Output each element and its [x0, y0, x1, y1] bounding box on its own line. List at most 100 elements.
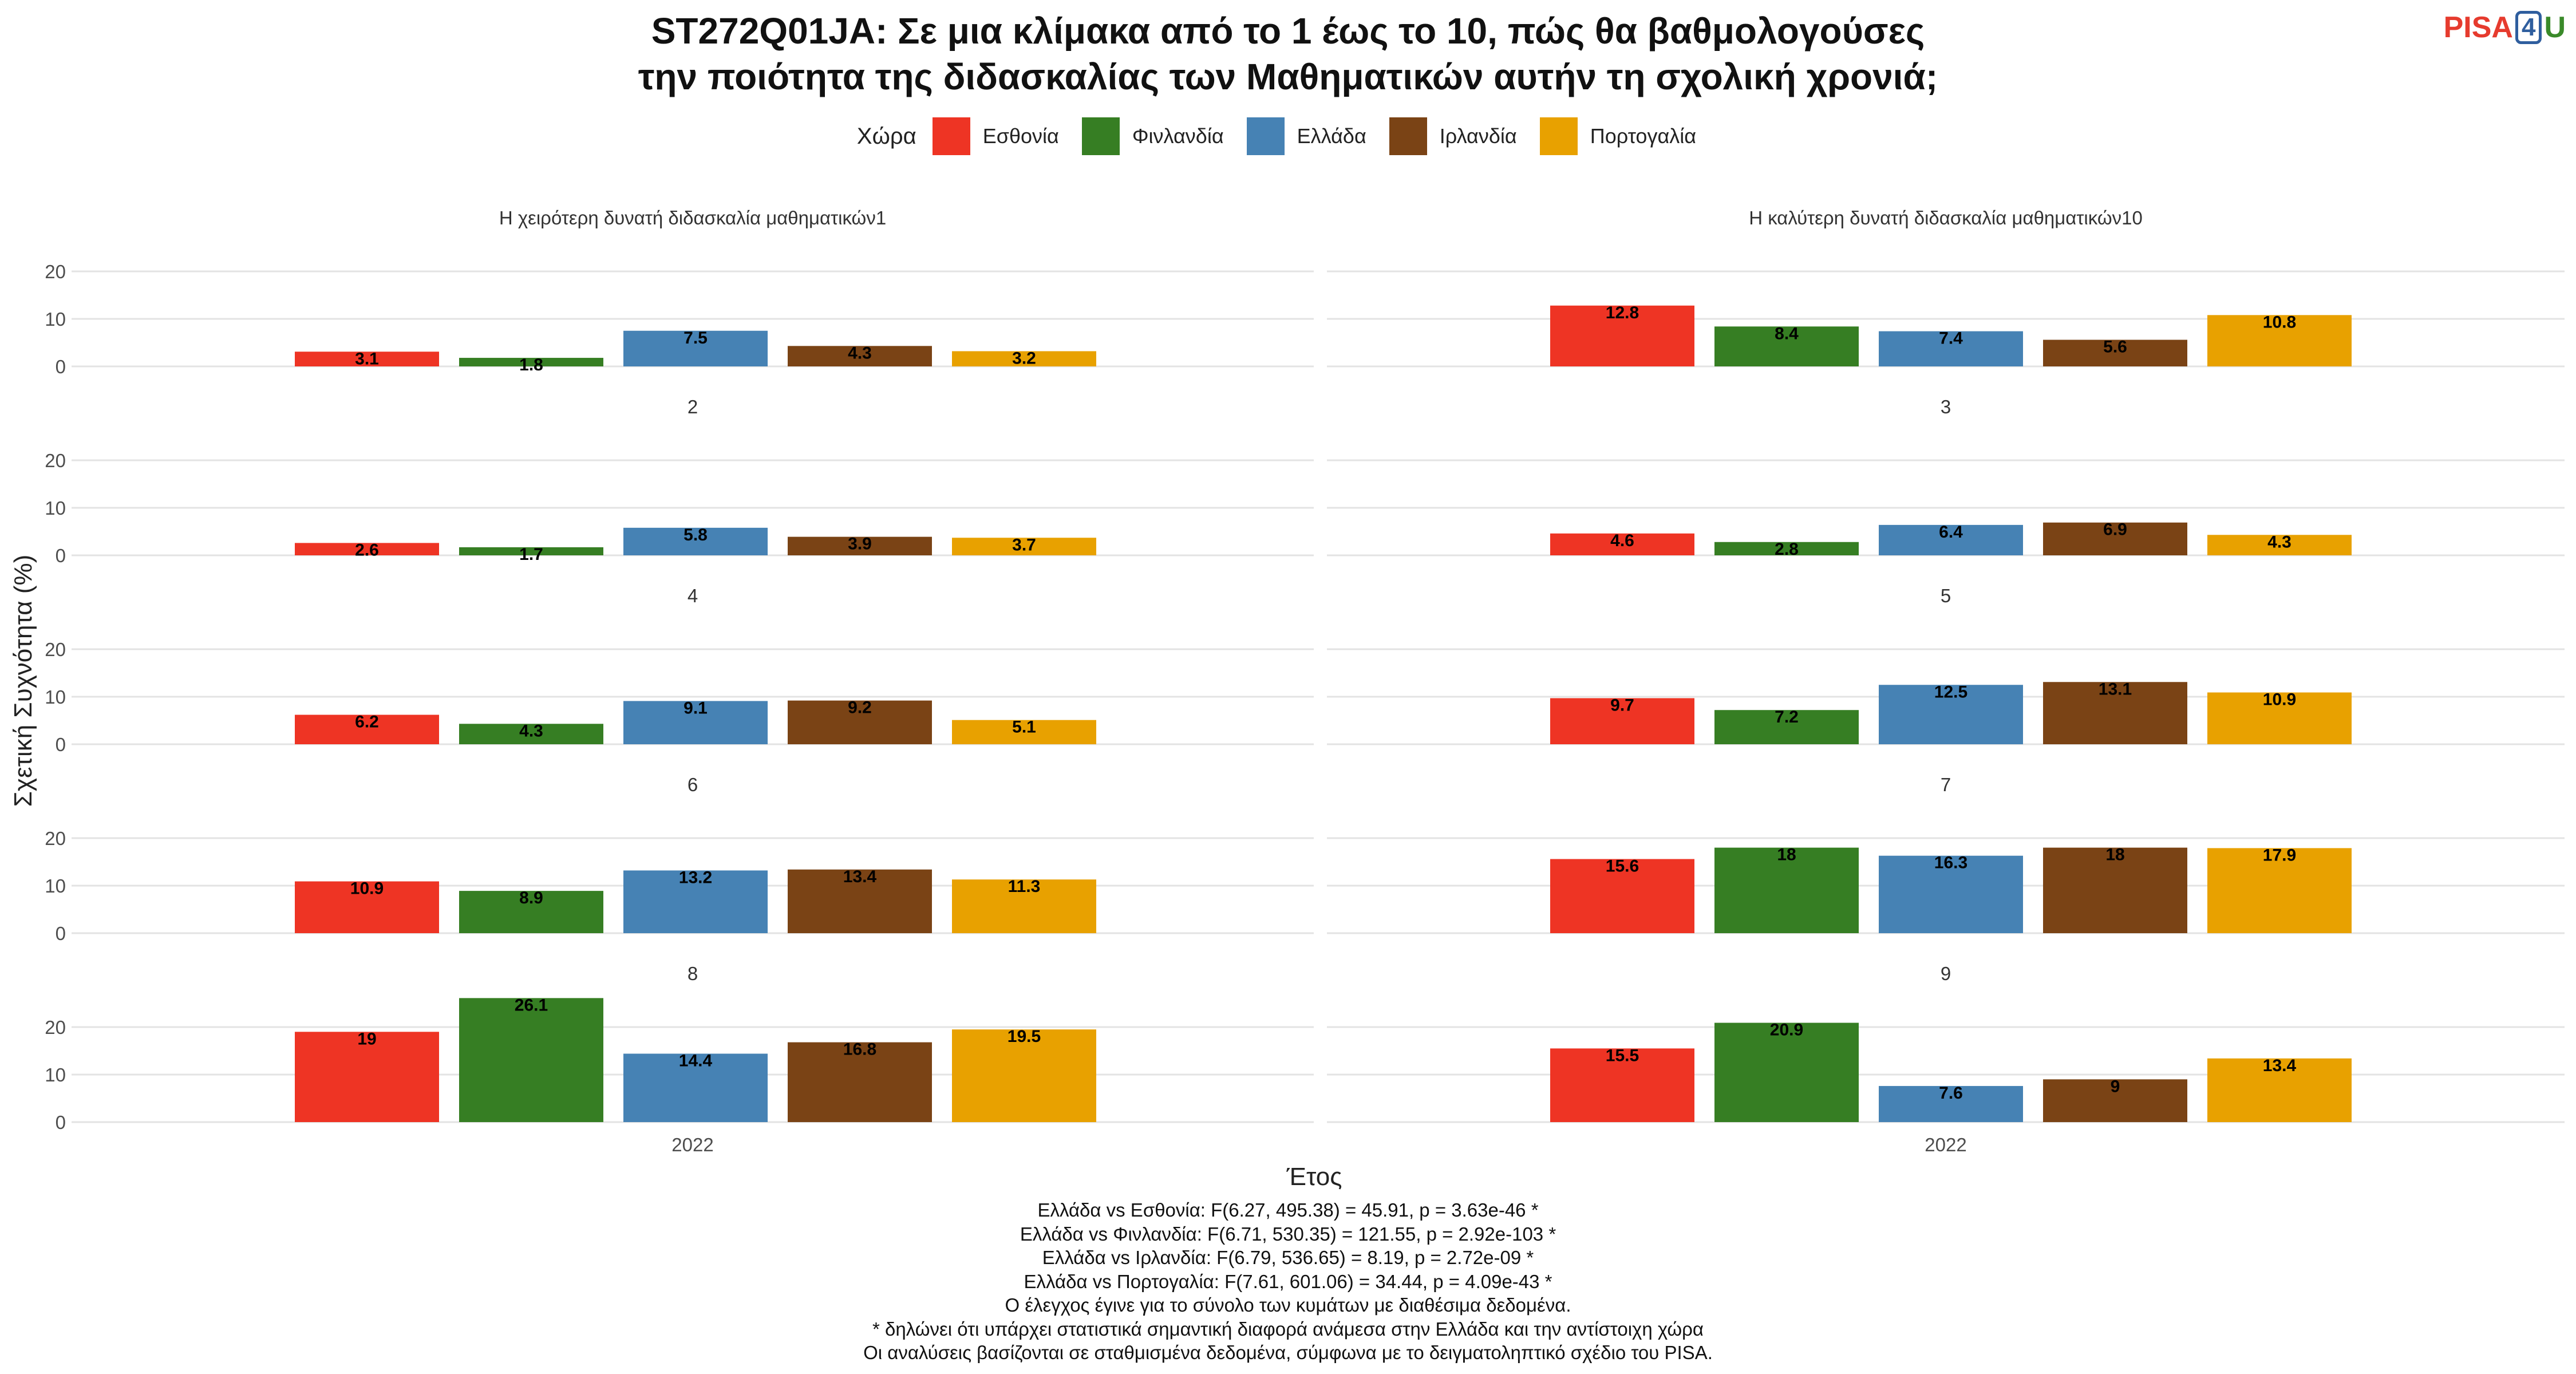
bar-value-label: 4.3 — [519, 721, 543, 740]
bar-portugal — [2207, 315, 2352, 366]
legend-label-ireland: Ιρλανδία — [1439, 124, 1517, 148]
bar-value-label: 10.8 — [2263, 313, 2296, 331]
bar-greece — [623, 527, 768, 555]
y-tick-label: 0 — [56, 734, 66, 755]
bar-portugal — [2207, 535, 2352, 555]
bar-finland — [459, 998, 603, 1122]
caption-line-1: Ελλάδα vs Εσθονία: F(6.27, 495.38) = 45.… — [1037, 1199, 1539, 1221]
bar-ireland — [788, 1042, 932, 1122]
legend-swatch-greece — [1246, 117, 1285, 155]
facet-panels: Η χειρότερη δυνατή διδασκαλία μαθηματικώ… — [45, 207, 2565, 1155]
title-line-2: την ποιότητα της διδασκαλίας των Μαθηματ… — [638, 56, 1938, 97]
bar-value-label: 15.5 — [1606, 1046, 1639, 1065]
facet-label: 4 — [688, 585, 698, 606]
bar-finland — [1714, 847, 1859, 933]
facet-label: 2 — [688, 396, 698, 417]
y-tick-label: 0 — [56, 545, 66, 566]
legend-title: Χώρα — [856, 123, 916, 149]
bar-greece — [623, 870, 768, 933]
legend-item-portugal: Πορτογαλία — [1539, 117, 1697, 155]
facet-label: 8 — [688, 963, 698, 984]
bar-value-label: 4.3 — [848, 344, 872, 362]
bar-value-label: 5.6 — [2103, 338, 2127, 357]
bar-estonia — [295, 881, 439, 933]
bar-portugal — [952, 720, 1096, 744]
y-tick-label: 20 — [45, 828, 66, 849]
bar-estonia — [295, 714, 439, 744]
facet-panel-4: 3 4.6 2.8 6.4 6.9 4.3 — [1327, 396, 2565, 559]
bar-greece — [623, 330, 768, 366]
caption-line-6: * δηλώνει ότι υπάρχει στατιστικά σημαντι… — [872, 1318, 1704, 1340]
bar-value-label: 8.4 — [1775, 324, 1799, 343]
facet-label: Η χειρότερη δυνατή διδασκαλία μαθηματικώ… — [499, 207, 886, 228]
facet-panel-8: 7 15.6 18 16.3 18 17.9 — [1327, 774, 2565, 934]
bar-value-label: 26.1 — [515, 996, 548, 1014]
legend-swatch-finland — [1081, 117, 1120, 155]
y-tick-label: 0 — [56, 923, 66, 944]
bar-value-label: 13.4 — [2263, 1056, 2297, 1075]
logo-text-u: U — [2544, 11, 2566, 44]
bar-portugal — [2207, 692, 2352, 744]
bar-value-label: 7.5 — [683, 329, 708, 348]
facet-label: Η καλύτερη δυνατή διδασκαλία μαθηματικών… — [1749, 207, 2143, 228]
bar-value-label: 16.8 — [843, 1040, 876, 1059]
bar-estonia — [1550, 533, 1694, 555]
bar-ireland — [2043, 1079, 2187, 1122]
title-line-1: ST272Q01JA: Σε μια κλίμακα από το 1 έως … — [651, 10, 1925, 52]
bar-greece — [623, 1053, 768, 1122]
bar-value-label: 19 — [357, 1029, 376, 1048]
x-axis-title: Έτος — [1286, 1163, 1342, 1191]
y-tick-label: 20 — [45, 1017, 66, 1038]
bar-value-label: 17.9 — [2263, 846, 2296, 864]
caption-line-7: Οι αναλύσεις βασίζονται σε σταθμισμένα δ… — [863, 1342, 1713, 1363]
caption-line-4: Ελλάδα vs Πορτογαλία: F(7.61, 601.06) = … — [1024, 1270, 1552, 1292]
bar-value-label: 12.5 — [1934, 682, 1967, 701]
facet-panel-1: Η χειρότερη δυνατή διδασκαλία μαθηματικώ… — [45, 207, 1314, 377]
legend-item-greece: Ελλάδα — [1246, 117, 1366, 155]
bar-value-label: 6.4 — [1939, 523, 1963, 542]
bar-finland — [1714, 1022, 1859, 1122]
bar-estonia — [1550, 859, 1694, 933]
bar-greece — [1879, 685, 2023, 744]
bar-greece — [1879, 524, 2023, 555]
bar-value-label: 2.6 — [355, 540, 379, 559]
legend-label-portugal: Πορτογαλία — [1590, 124, 1697, 148]
bar-value-label: 9.2 — [848, 698, 872, 717]
bar-portugal — [952, 1029, 1096, 1122]
bar-value-label: 2.8 — [1775, 540, 1799, 559]
bar-value-label: 7.6 — [1939, 1084, 1963, 1103]
bar-value-label: 18 — [2105, 846, 2124, 864]
bar-value-label: 3.7 — [1012, 535, 1036, 554]
y-tick-label: 20 — [45, 261, 66, 282]
x-tick-label: 2022 — [1925, 1134, 1966, 1155]
y-tick-label: 0 — [56, 356, 66, 377]
facet-label: 3 — [1941, 396, 1951, 417]
facet-label: 9 — [1941, 963, 1951, 984]
facet-panel-5: 4 0 10 20 6.2 4.3 9.1 9.2 5.1 — [45, 585, 1314, 755]
legend-item-finland: Φινλανδία — [1081, 117, 1224, 155]
bar-finland — [1714, 710, 1859, 744]
chart-title: ST272Q01JA: Σε μια κλίμακα από το 1 έως … — [0, 8, 2576, 100]
bar-ireland — [2043, 339, 2187, 366]
bar-estonia — [295, 1032, 439, 1122]
legend-label-finland: Φινλανδία — [1132, 124, 1224, 148]
bar-finland — [459, 724, 603, 744]
bar-estonia — [1550, 305, 1694, 366]
bar-portugal — [2207, 1058, 2352, 1122]
bar-greece — [1879, 331, 2023, 366]
bar-value-label: 3.2 — [1012, 349, 1036, 368]
facet-panel-6: 5 9.7 7.2 12.5 13.1 10.9 — [1327, 585, 2565, 745]
y-tick-label: 10 — [45, 309, 66, 330]
bar-value-label: 5.1 — [1012, 718, 1036, 737]
bar-value-label: 13.2 — [679, 868, 712, 887]
bar-estonia — [295, 543, 439, 555]
bar-portugal — [2207, 848, 2352, 933]
bar-portugal — [952, 351, 1096, 366]
legend-label-greece: Ελλάδα — [1297, 124, 1366, 148]
y-tick-label: 20 — [45, 450, 66, 471]
y-tick-label: 0 — [56, 1112, 66, 1133]
bar-greece — [1879, 1085, 2023, 1122]
legend-swatch-ireland — [1389, 117, 1427, 155]
